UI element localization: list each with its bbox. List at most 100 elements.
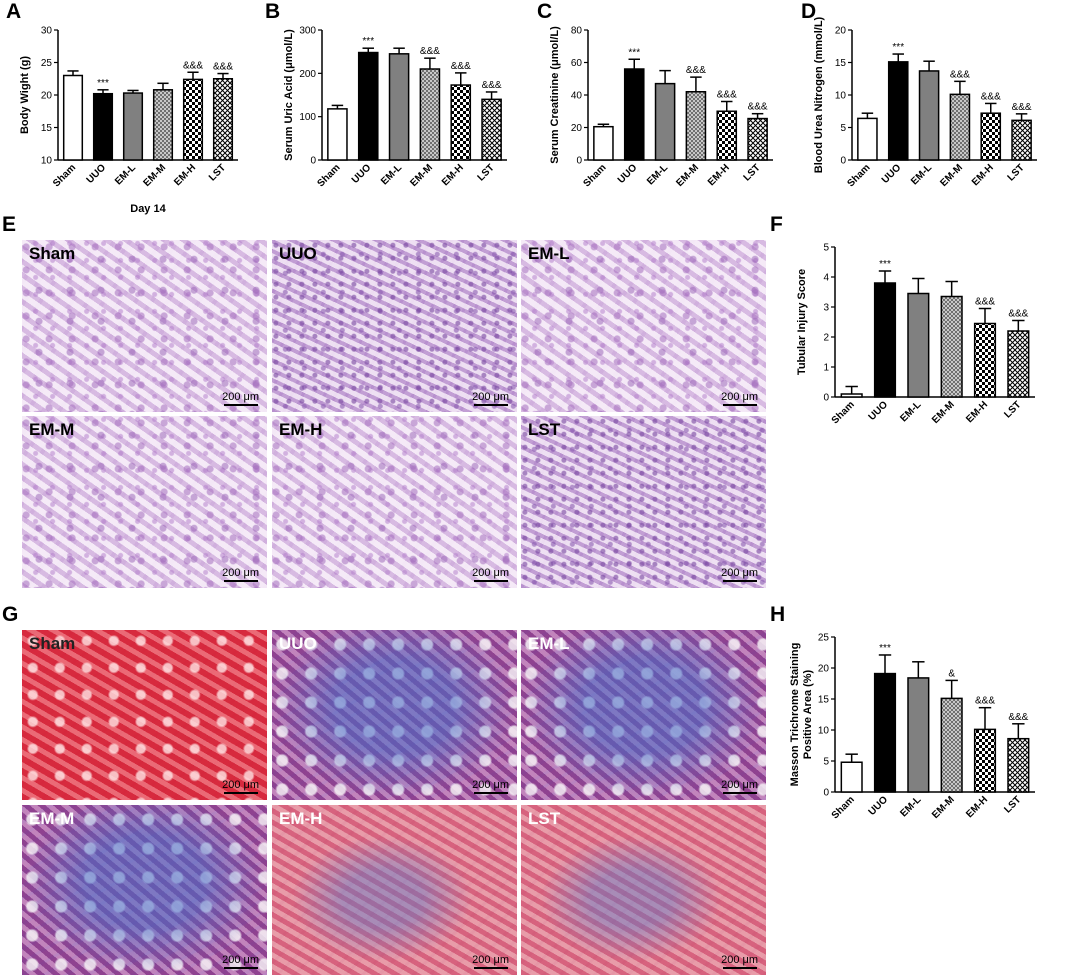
- x-tick-label: Sham: [830, 399, 857, 426]
- bar-uuo: [357, 51, 379, 161]
- micrograph-masson-lst: LST 200 μm: [521, 805, 766, 975]
- bar-em-m: [685, 91, 707, 161]
- bar-lst: [212, 78, 234, 161]
- micrograph-label: EM-L: [528, 634, 570, 653]
- bar-em-m: [419, 68, 441, 161]
- x-tick-label: EM-H: [440, 162, 466, 188]
- scale-bar: 200 μm: [222, 954, 259, 969]
- x-tick-label: EM-L: [898, 794, 923, 819]
- bar-sham: [593, 125, 614, 161]
- significance-label: ***: [879, 259, 891, 270]
- scale-bar: 200 μm: [222, 779, 259, 794]
- x-tick-label: EM-L: [909, 162, 934, 187]
- bar-em-h: [182, 78, 204, 161]
- x-tick-label: UUO: [867, 794, 891, 818]
- bar-em-m: [940, 295, 963, 398]
- x-tick-label: EM-M: [141, 162, 168, 189]
- x-tick-label: EM-M: [408, 162, 435, 189]
- chart-body-weight: 10 15 20 25 30 Body Wight (g) Sham *** UUO EM-L EM…: [0, 18, 255, 218]
- x-tick-label: EM-L: [645, 162, 670, 187]
- micrograph-label: EM-H: [279, 420, 323, 439]
- y-tick-label: 0: [576, 156, 582, 167]
- panel-label-b: B: [265, 0, 281, 23]
- micrograph-he-uuo: UUO 200 μm: [272, 240, 517, 412]
- y-tick-label: 20: [818, 664, 830, 675]
- x-tick-label: EM-H: [970, 162, 996, 188]
- significance-label: &&&: [482, 80, 502, 91]
- scale-bar: 200 μm: [222, 391, 259, 406]
- y-tick-label: 25: [41, 58, 53, 69]
- bar-sham: [857, 117, 878, 161]
- micrograph-label: UUO: [279, 244, 317, 263]
- y-tick-label: 10: [41, 156, 53, 167]
- chart-blood-urea-nitrogen: 0 5 10 15 20 Blood Urea Nitrogen (mmol/L) Sham…: [800, 16, 1062, 218]
- micrograph-he-em-l: EM-L 200 μm: [521, 240, 766, 412]
- y-tick-label: 10: [818, 726, 830, 737]
- significance-label: &&&: [1012, 102, 1032, 113]
- bar-sham: [840, 761, 863, 793]
- panel-label-d: D: [801, 0, 817, 23]
- micrograph-masson-em-m: EM-M 200 μm: [22, 805, 267, 975]
- bar-em-h: [973, 322, 997, 398]
- y-axis-label: Serum Uric Acid (μmol/L): [283, 29, 295, 161]
- micrograph-masson-sham: Sham 200 μm: [22, 630, 267, 800]
- significance-label: ***: [362, 36, 374, 47]
- bar-sham: [840, 393, 863, 398]
- micrograph-label: EM-M: [29, 420, 75, 439]
- y-tick-label: 80: [571, 26, 583, 37]
- micrograph-label: LST: [528, 420, 561, 439]
- micrograph-masson-em-l: EM-L 200 μm: [521, 630, 766, 800]
- significance-label: &&&: [975, 696, 995, 707]
- y-tick-label: 300: [299, 26, 316, 37]
- significance-label: &&&: [686, 65, 706, 76]
- y-axis-label: Tubular Injury Score: [796, 269, 808, 375]
- panel-label-g: G: [2, 603, 19, 626]
- y-tick-label: 0: [310, 156, 316, 167]
- x-tick-label: UUO: [616, 162, 640, 186]
- y-tick-label: 15: [41, 123, 53, 134]
- significance-label: ***: [628, 47, 640, 58]
- y-tick-label: 20: [571, 123, 583, 134]
- significance-label: &&&: [213, 62, 233, 73]
- y-tick-label: 0: [823, 393, 829, 404]
- x-tick-label: EM-M: [938, 162, 965, 189]
- scale-bar: 200 μm: [472, 779, 509, 794]
- y-axis-label: Masson Trichrome Staining: [789, 643, 801, 787]
- panel-label-h: H: [770, 603, 786, 626]
- scale-bar: 200 μm: [721, 954, 758, 969]
- chart-masson-positive-area: 0 5 10 15 20 25 Masson Trichrome Staining Posit…: [775, 625, 1060, 845]
- bar-em-h: [716, 110, 738, 161]
- bar-uuo: [623, 68, 645, 161]
- significance-label: &&&: [981, 91, 1001, 102]
- bar-sham: [327, 108, 348, 161]
- bar-em-m: [152, 89, 174, 161]
- significance-label: &&&: [748, 102, 768, 113]
- significance-label: &&&: [950, 69, 970, 80]
- x-tick-label: Sham: [582, 162, 609, 189]
- x-tick-label: EM-M: [930, 399, 957, 426]
- significance-label: ***: [879, 643, 891, 654]
- scale-bar: 200 μm: [721, 779, 758, 794]
- bar-em-l: [907, 292, 930, 398]
- x-tick-label: EM-H: [964, 794, 990, 820]
- panel-label-e: E: [2, 213, 17, 236]
- x-tick-label: EM-M: [674, 162, 701, 189]
- bar-em-m: [949, 93, 971, 161]
- bar-uuo: [873, 672, 897, 793]
- micrograph-label: EM-H: [279, 809, 323, 828]
- y-tick-label: 40: [571, 91, 583, 102]
- micrograph-he-em-m: EM-M 200 μm: [22, 416, 267, 588]
- x-tick-label: EM-H: [964, 399, 990, 425]
- scale-bar: 200 μm: [222, 567, 259, 582]
- y-tick-label: 5: [840, 123, 846, 134]
- y-tick-label: 20: [41, 91, 53, 102]
- bar-uuo: [92, 92, 114, 161]
- y-tick-label: 15: [818, 695, 830, 706]
- bar-em-l: [907, 677, 930, 793]
- x-tick-label: EM-L: [379, 162, 404, 187]
- x-tick-label: UUO: [350, 162, 374, 186]
- bar-uuo: [873, 282, 897, 398]
- significance-label: &&&: [420, 46, 440, 57]
- significance-label: &&&: [1008, 712, 1028, 723]
- x-tick-label: EM-L: [113, 162, 138, 187]
